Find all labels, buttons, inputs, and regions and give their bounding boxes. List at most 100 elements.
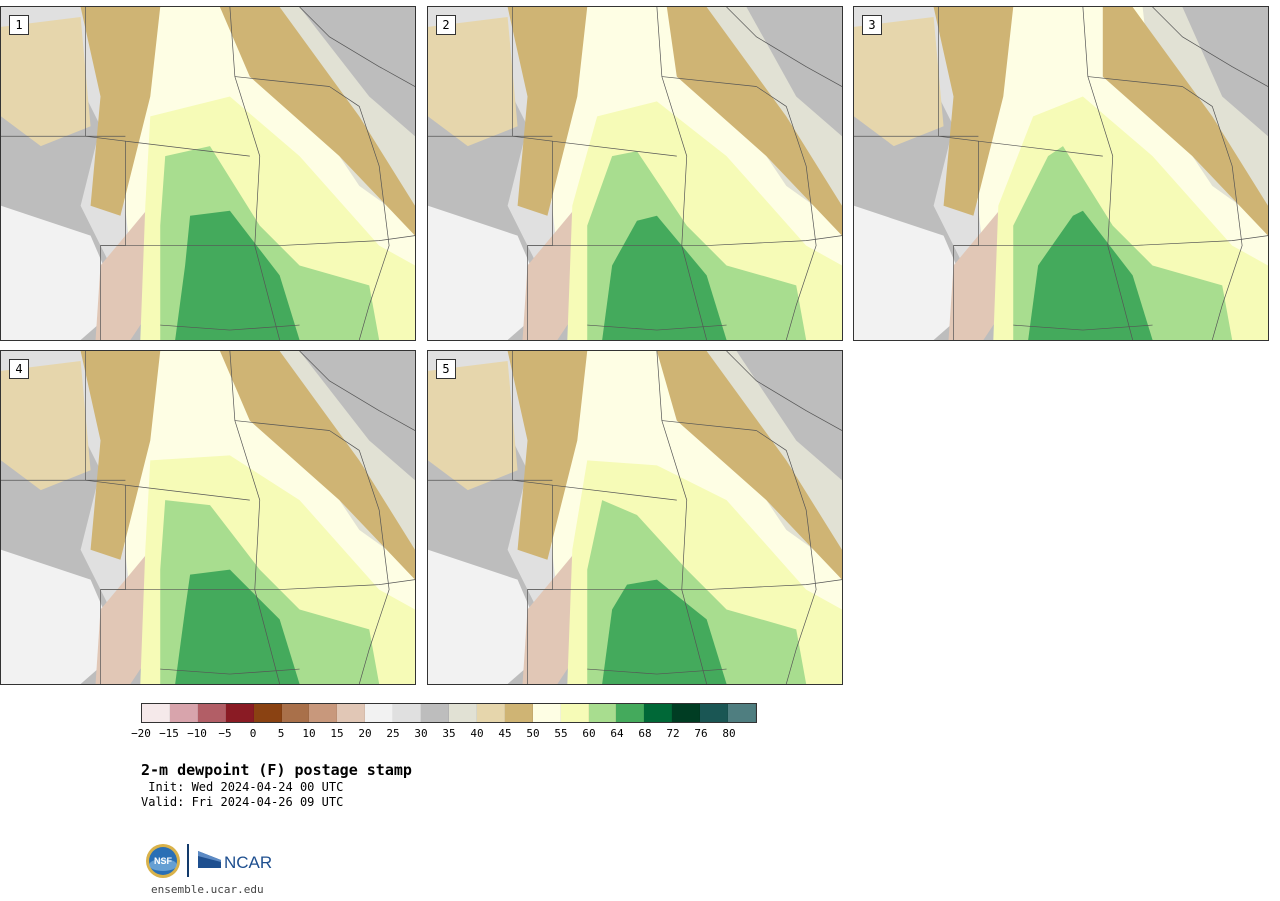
state-boundary xyxy=(229,351,280,684)
map-panel-3: 3 xyxy=(853,6,1269,341)
field-45 xyxy=(666,7,842,236)
field-20 xyxy=(428,549,548,684)
state-boundary xyxy=(587,235,842,246)
state-boundary xyxy=(125,140,250,157)
state-boundary xyxy=(656,351,707,684)
colorbar-swatch xyxy=(560,704,589,722)
valid-time: Valid: Fri 2024-04-26 09 UTC xyxy=(141,795,344,809)
state-boundary xyxy=(756,430,817,684)
field-20 xyxy=(1,205,121,340)
field-20 xyxy=(854,205,974,340)
field-30 xyxy=(299,351,415,481)
state-boundary xyxy=(299,351,415,431)
colorbar-tick-label: 40 xyxy=(470,727,484,740)
colorbar-swatch xyxy=(197,704,226,722)
field-40 xyxy=(428,16,518,147)
state-boundary xyxy=(661,76,757,87)
dewpoint-map xyxy=(1,351,415,684)
nsf-logo: NSF xyxy=(146,844,180,878)
field-64 xyxy=(175,569,300,684)
colorbar-swatch xyxy=(169,704,198,722)
colorbar-swatch xyxy=(672,704,701,722)
dewpoint-map xyxy=(428,7,842,340)
panel-number: 1 xyxy=(9,15,29,35)
state-boundary xyxy=(160,668,300,675)
nsf-logo-text: NSF xyxy=(154,856,173,866)
state-boundary xyxy=(726,7,842,87)
colorbar-tick-label: 76 xyxy=(694,727,708,740)
colorbar-swatch xyxy=(253,704,282,722)
colorbar-tick-label: 50 xyxy=(526,727,540,740)
panel-number: 2 xyxy=(436,15,456,35)
colorbar-tick-label: 15 xyxy=(330,727,344,740)
field-45 xyxy=(507,7,588,216)
colorbar-swatch xyxy=(225,704,254,722)
field-30 xyxy=(736,351,842,481)
field-30 xyxy=(746,7,842,137)
field-40 xyxy=(854,16,944,147)
state-boundary xyxy=(329,86,390,340)
field-20 xyxy=(1,549,121,684)
field-45 xyxy=(656,351,842,580)
state-boundary xyxy=(234,76,330,87)
state-boundary xyxy=(1013,324,1153,331)
state-boundary xyxy=(587,579,842,590)
field-45 xyxy=(507,351,588,560)
colorbar-tick-label: 10 xyxy=(302,727,316,740)
colorbar-swatch xyxy=(728,704,756,722)
state-boundary xyxy=(299,7,415,87)
state-boundary xyxy=(512,351,553,684)
colorbar-swatch xyxy=(448,704,477,722)
colorbar-swatch xyxy=(393,704,422,722)
state-boundary xyxy=(587,668,727,675)
colorbar-swatch xyxy=(504,704,533,722)
dewpoint-map xyxy=(854,7,1268,340)
logo-divider xyxy=(187,844,189,877)
colorbar-ticks: −20 −15 −10 −5 0 5 10 15 20 25 30 35 40 45 50 55 60 64 68 7… xyxy=(131,727,757,741)
colorbar-swatch xyxy=(365,704,394,722)
colorbar-tick-label: 68 xyxy=(638,727,652,740)
colorbar-tick-label: 45 xyxy=(498,727,512,740)
field-45 xyxy=(1102,7,1268,236)
colorbar-swatch xyxy=(532,704,561,722)
state-boundary xyxy=(552,484,677,501)
colorbar-tick-label: −15 xyxy=(159,727,179,740)
state-boundary xyxy=(1082,7,1133,340)
field-45 xyxy=(80,7,161,216)
field-45 xyxy=(80,351,161,560)
colorbar-swatch xyxy=(142,704,170,722)
colorbar-tick-label: 20 xyxy=(358,727,372,740)
colorbar-tick-label: 5 xyxy=(277,727,285,740)
field-30 xyxy=(299,7,415,137)
colorbar-swatch xyxy=(588,704,617,722)
init-time: Init: Wed 2024-04-24 00 UTC xyxy=(141,780,344,794)
map-panel-4: 4 xyxy=(0,350,416,685)
panel-number: 5 xyxy=(436,359,456,379)
state-boundary xyxy=(160,324,300,331)
state-boundary xyxy=(1087,76,1183,87)
state-boundary xyxy=(329,430,390,684)
ncar-logo: NCAR xyxy=(198,851,272,872)
colorbar-tick-label: 55 xyxy=(554,727,568,740)
colorbar-swatch xyxy=(281,704,310,722)
state-boundary xyxy=(234,420,330,431)
field-40 xyxy=(428,360,518,491)
colorbar-tick-label: 35 xyxy=(442,727,456,740)
colorbar-tick-label: 60 xyxy=(582,727,596,740)
colorbar-tick-label: −20 xyxy=(131,727,151,740)
colorbar-tick-label: 30 xyxy=(414,727,428,740)
field-40 xyxy=(1,16,91,147)
field-20 xyxy=(428,205,548,340)
colorbar-tick-label: 0 xyxy=(249,727,257,740)
field-64 xyxy=(602,579,727,684)
dewpoint-map xyxy=(1,7,415,340)
colorbar xyxy=(141,703,757,723)
map-panel-2: 2 xyxy=(427,6,843,341)
field-40 xyxy=(1,360,91,491)
map-panel-1: 1 xyxy=(0,6,416,341)
chart-title: 2-m dewpoint (F) postage stamp xyxy=(141,761,412,779)
state-boundary xyxy=(85,351,126,684)
site-url: ensemble.ucar.edu xyxy=(151,883,264,896)
map-panel-5: 5 xyxy=(427,350,843,685)
state-boundary xyxy=(85,7,126,340)
